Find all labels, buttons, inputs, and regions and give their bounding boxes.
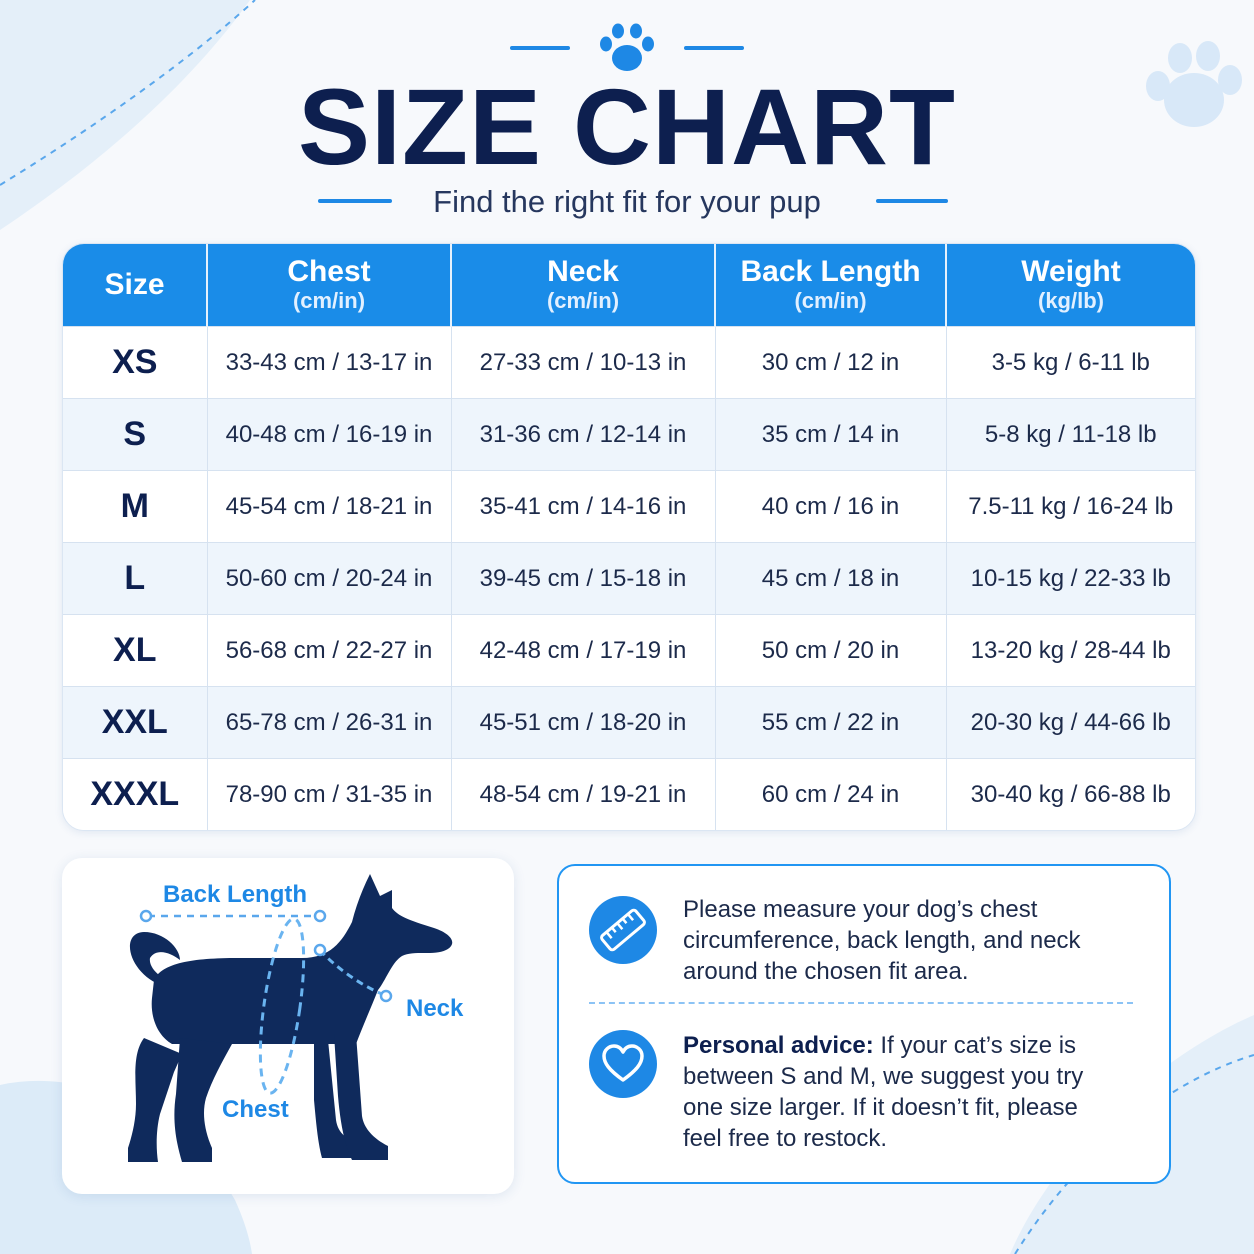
back-length-cell: 30 cm / 12 in	[715, 326, 947, 399]
column-header-weight: Weight (kg/lb)	[946, 244, 1195, 327]
back-length-cell: 60 cm / 24 in	[715, 758, 947, 830]
chest-cell: 45-54 cm / 18-21 in	[207, 470, 452, 543]
size-cell: XXL	[63, 686, 208, 759]
table-row: XXL 65-78 cm / 26-31 in 45-51 cm / 18-20…	[63, 686, 1195, 759]
neck-cell: 42-48 cm / 17-19 in	[451, 614, 716, 687]
neck-cell: 48-54 cm / 19-21 in	[451, 758, 716, 830]
measure-instructions: Please measure your dog’s chest circumfe…	[683, 896, 1081, 985]
size-cell: XL	[63, 614, 208, 687]
title-line-right	[684, 46, 744, 50]
back-length-cell: 50 cm / 20 in	[715, 614, 947, 687]
info-divider	[589, 1002, 1133, 1004]
paw-print-icon	[1146, 41, 1242, 127]
back-length-cell: 40 cm / 16 in	[715, 470, 947, 543]
neck-cell: 31-36 cm / 12-14 in	[451, 398, 716, 471]
table-header-row: Size Chest (cm/in) Neck (cm/in) Back Lengt…	[63, 244, 1195, 327]
neck-cell: 39-45 cm / 15-18 in	[451, 542, 716, 615]
size-cell: M	[63, 470, 208, 543]
subtitle-line-left	[318, 199, 392, 203]
size-table: Size Chest (cm/in) Neck (cm/in) Back Lengt…	[62, 243, 1196, 831]
paw-icon	[600, 23, 654, 71]
table-row: L 50-60 cm / 20-24 in 39-45 cm / 15-18 i…	[63, 542, 1195, 615]
chest-cell: 40-48 cm / 16-19 in	[207, 398, 452, 471]
page-subtitle: Find the right fit for your pup	[433, 184, 821, 219]
table-row: XXXL 78-90 cm / 31-35 in 48-54 cm / 19-2…	[63, 758, 1195, 830]
advice-text: If your cat’s size is between S and M, w…	[683, 1032, 1084, 1152]
measurement-diagram-card: Back Length Neck Chest	[62, 858, 514, 1194]
weight-cell: 3-5 kg / 6-11 lb	[946, 326, 1195, 399]
measurement-info-card: Please measure your dog’s chest circumfe…	[557, 864, 1171, 1184]
size-cell: S	[63, 398, 208, 471]
table-row: XS 33-43 cm / 13-17 in 27-33 cm / 10-13 …	[63, 326, 1195, 399]
chest-cell: 78-90 cm / 31-35 in	[207, 758, 452, 830]
table-row: M 45-54 cm / 18-21 in 35-41 cm / 14-16 i…	[63, 470, 1195, 543]
chest-label: Chest	[222, 1096, 289, 1123]
back-length-cell: 35 cm / 14 in	[715, 398, 947, 471]
chest-cell: 65-78 cm / 26-31 in	[207, 686, 452, 759]
header: SIZE CHART Find the right fit for your p…	[0, 0, 1254, 230]
dog-silhouette-icon	[128, 874, 453, 1162]
neck-label: Neck	[406, 995, 464, 1022]
page-title: SIZE CHART	[298, 66, 956, 187]
neck-cell: 27-33 cm / 10-13 in	[451, 326, 716, 399]
back-length-cell: 45 cm / 18 in	[715, 542, 947, 615]
chest-cell: 50-60 cm / 20-24 in	[207, 542, 452, 615]
personal-advice: Personal advice: If your cat’s size is b…	[683, 1030, 1113, 1154]
size-cell: XXXL	[63, 758, 208, 830]
column-header-size: Size	[63, 244, 208, 327]
back-length-cell: 55 cm / 22 in	[715, 686, 947, 759]
size-cell: XS	[63, 326, 208, 399]
neck-cell: 35-41 cm / 14-16 in	[451, 470, 716, 543]
chest-cell: 56-68 cm / 22-27 in	[207, 614, 452, 687]
neck-cell: 45-51 cm / 18-20 in	[451, 686, 716, 759]
subtitle-line-right	[876, 199, 948, 203]
weight-cell: 20-30 kg / 44-66 lb	[946, 686, 1195, 759]
column-header-neck: Neck (cm/in)	[451, 244, 716, 327]
ruler-icon	[589, 896, 657, 964]
size-cell: L	[63, 542, 208, 615]
back-length-label: Back Length	[163, 881, 308, 908]
heart-icon	[589, 1030, 657, 1098]
advice-title: Personal advice:	[683, 1032, 874, 1059]
title-line-left	[510, 46, 570, 50]
weight-cell: 5-8 kg / 11-18 lb	[946, 398, 1195, 471]
weight-cell: 10-15 kg / 22-33 lb	[946, 542, 1195, 615]
weight-cell: 13-20 kg / 28-44 lb	[946, 614, 1195, 687]
column-header-chest: Chest (cm/in)	[207, 244, 452, 327]
column-header-back-length: Back Length (cm/in)	[715, 244, 947, 327]
table-row: S 40-48 cm / 16-19 in 31-36 cm / 12-14 i…	[63, 398, 1195, 471]
weight-cell: 7.5-11 kg / 16-24 lb	[946, 470, 1195, 543]
table-row: XL 56-68 cm / 22-27 in 42-48 cm / 17-19 …	[63, 614, 1195, 687]
weight-cell: 30-40 kg / 66-88 lb	[946, 758, 1195, 830]
chest-cell: 33-43 cm / 13-17 in	[207, 326, 452, 399]
